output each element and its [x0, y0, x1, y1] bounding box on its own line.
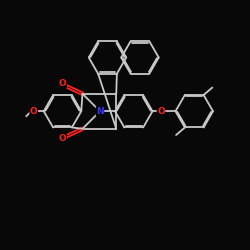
Text: O: O [58, 134, 66, 143]
Text: N: N [96, 107, 104, 116]
Text: O: O [157, 107, 165, 116]
Text: O: O [30, 107, 38, 116]
Text: O: O [58, 79, 66, 88]
